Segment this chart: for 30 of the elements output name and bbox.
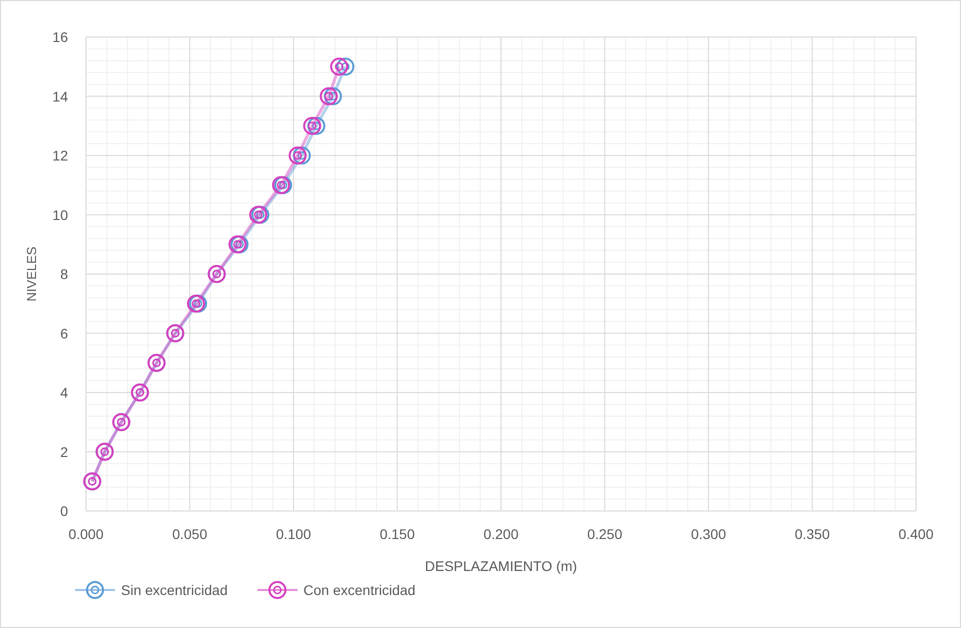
- point: [292, 146, 311, 164]
- y-tick-label: 14: [52, 88, 68, 104]
- y-tick-label: 8: [60, 266, 68, 282]
- x-axis-title: DESPLAZAMIENTO (m): [424, 558, 578, 574]
- point: [288, 146, 307, 164]
- legend-label: Con excentricidad: [303, 582, 416, 598]
- point: [324, 87, 342, 106]
- point: [320, 87, 338, 106]
- y-tick-label: 6: [60, 325, 68, 342]
- y-tick-label: 16: [52, 29, 68, 45]
- y-tick-label: 12: [52, 148, 68, 164]
- x-tick-label: 0.200: [483, 526, 519, 542]
- point: [330, 58, 348, 76]
- point: [307, 116, 326, 135]
- legend-label: Sin excentricidad: [121, 582, 228, 598]
- x-tick-label: 0.150: [380, 526, 415, 542]
- point: [336, 58, 354, 76]
- y-tick-label: 2: [60, 444, 68, 460]
- x-tick-label: 0.000: [68, 526, 104, 542]
- y-tick-label: 10: [52, 206, 68, 223]
- x-tick-label: 0.050: [172, 526, 208, 542]
- point: [303, 116, 322, 135]
- x-tick-label: 0.100: [276, 526, 312, 542]
- x-tick-label: 0.350: [794, 526, 830, 542]
- y-tick-label: 4: [60, 384, 68, 400]
- y-tick-label: 0: [60, 503, 68, 519]
- x-tick-label: 0.400: [898, 526, 934, 542]
- x-tick-label: 0.300: [690, 526, 726, 542]
- x-tick-label: 0.250: [587, 526, 622, 542]
- y-axis-title: NIVELES: [24, 246, 39, 302]
